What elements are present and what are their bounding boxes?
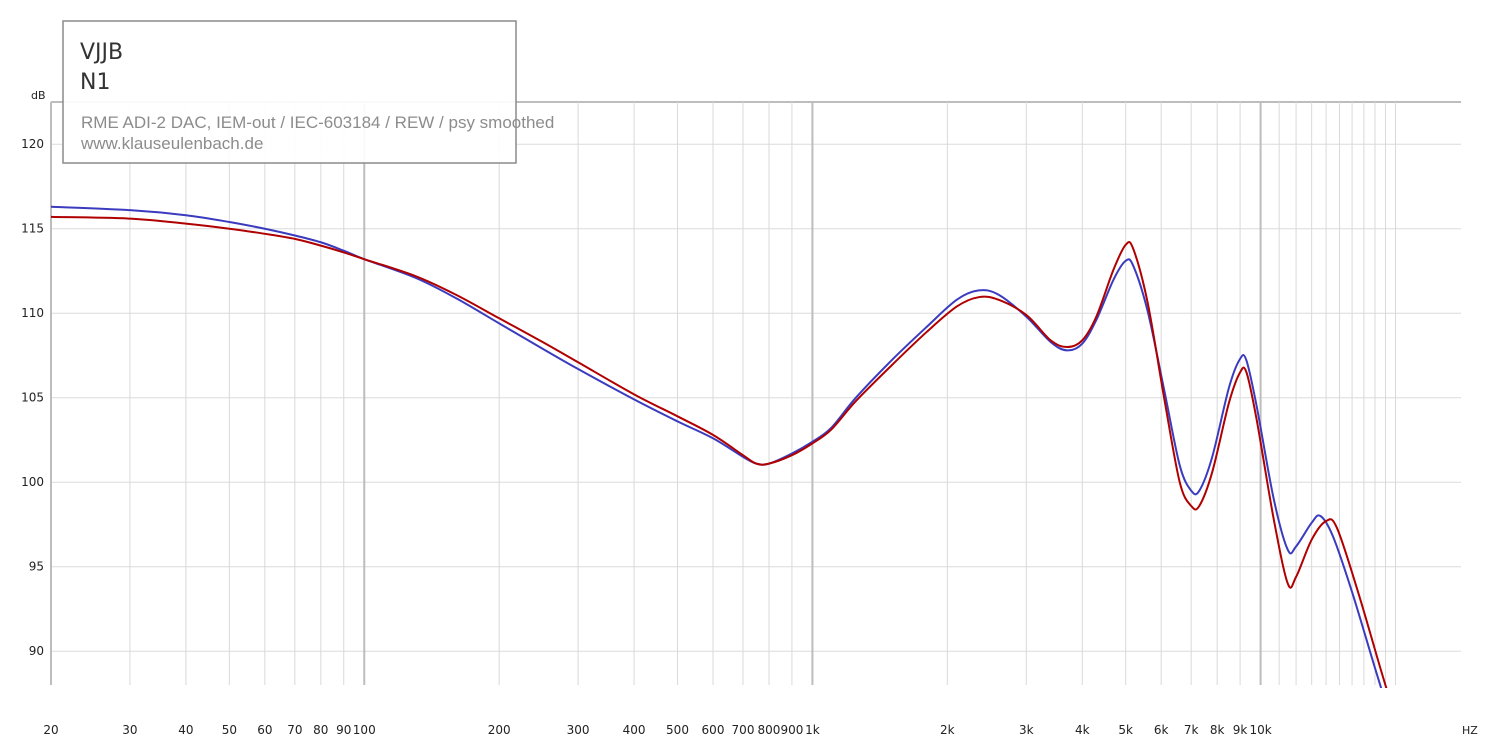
y-tick-label: 120 [21, 137, 44, 151]
x-axis-ticks: 20 30 40 50 60 70 80 90 100 200 300 400 500 600 700 800… [43, 723, 1271, 737]
x-tick-label: 50 [222, 723, 237, 737]
x-tick-label: 10k [1249, 723, 1271, 737]
x-tick-label: 9k [1233, 723, 1248, 737]
series-line-1 [51, 205, 1383, 688]
x-tick-label: 500 [666, 723, 689, 737]
x-tick-label: 90 [336, 723, 351, 737]
x-tick-label: 6k [1154, 723, 1169, 737]
y-tick-label: 100 [21, 475, 44, 489]
x-tick-label: 3k [1019, 723, 1034, 737]
x-tick-label: 60 [257, 723, 272, 737]
y-tick-label: 90 [29, 644, 44, 658]
x-tick-label: 40 [178, 723, 193, 737]
y-tick-label: 105 [21, 391, 44, 405]
subtitle-line-2: www.klauseulenbach.de [80, 134, 263, 153]
x-tick-label: 400 [623, 723, 646, 737]
subtitle-line-1: RME ADI-2 DAC, IEM-out / IEC-603184 / RE… [81, 113, 554, 132]
x-tick-label: 70 [287, 723, 302, 737]
x-tick-label: 20 [43, 723, 58, 737]
title-line-2: N1 [80, 70, 110, 95]
x-tick-label: 700 [732, 723, 755, 737]
x-tick-label: 200 [488, 723, 511, 737]
x-tick-label: 80 [313, 723, 328, 737]
y-axis-ticks: 90 95 100 105 110 115 120 [21, 137, 44, 658]
x-tick-label: 5k [1118, 723, 1133, 737]
series-lines [51, 205, 1388, 688]
grid [50, 101, 1461, 685]
x-tick-label: 1k [805, 723, 820, 737]
y-tick-label: 110 [21, 306, 44, 320]
x-tick-label: 100 [353, 723, 376, 737]
y-axis-unit-label: dB [31, 89, 46, 102]
x-tick-label: 600 [702, 723, 725, 737]
y-tick-label: 95 [29, 560, 44, 574]
x-tick-label: 7k [1184, 723, 1199, 737]
x-tick-label: 30 [122, 723, 137, 737]
x-tick-label: 2k [940, 723, 955, 737]
x-tick-label: 900 [780, 723, 803, 737]
title-box: VJJB N1 RME ADI-2 DAC, IEM-out / IEC-603… [62, 20, 554, 164]
x-tick-label: 300 [567, 723, 590, 737]
series-line-2 [51, 215, 1388, 688]
x-tick-label: 800 [758, 723, 781, 737]
x-axis-unit-label: HZ [1462, 724, 1478, 737]
y-tick-label: 115 [21, 222, 44, 236]
x-tick-label: 8k [1210, 723, 1225, 737]
x-tick-label: 4k [1075, 723, 1090, 737]
title-line-1: VJJB [80, 40, 123, 65]
